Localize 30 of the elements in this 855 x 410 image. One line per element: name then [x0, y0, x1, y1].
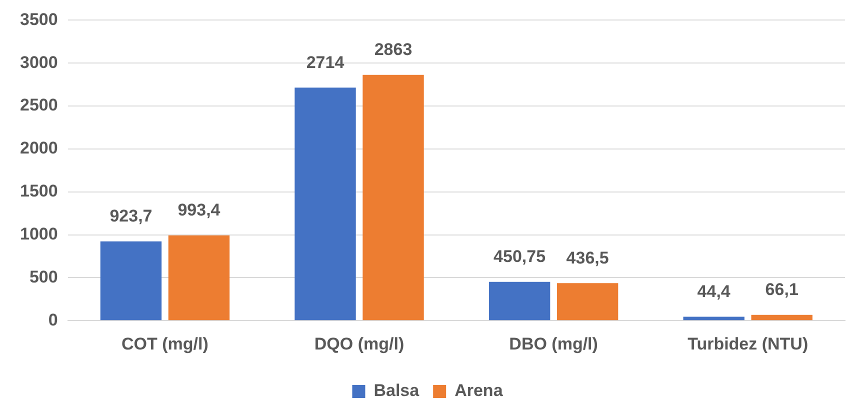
data-label: 993,4 [178, 200, 221, 220]
bar [100, 241, 162, 320]
y-tick-label: 2500 [20, 96, 58, 115]
bar [294, 88, 356, 320]
y-tick-label: 2000 [20, 138, 58, 158]
y-tick-label: 1000 [20, 224, 58, 244]
y-tick-label: 0 [48, 310, 58, 330]
x-tick-label: Turbidez (NTU) [688, 334, 808, 354]
legend-label: Arena [454, 381, 504, 400]
legend-label: Balsa [374, 381, 420, 400]
x-tick-label: DQO (mg/l) [314, 334, 404, 354]
y-tick-label: 1500 [20, 182, 58, 201]
bar [488, 282, 550, 320]
y-tick-label: 3000 [20, 52, 58, 72]
data-label: 44,4 [697, 282, 731, 301]
x-tick-label: COT (mg/l) [122, 334, 208, 354]
y-tick-label: 3500 [20, 10, 58, 29]
bar [683, 316, 744, 320]
data-label: 2714 [306, 52, 345, 72]
data-label: 450,75 [494, 247, 546, 266]
data-label: 923,7 [110, 206, 152, 226]
bar [168, 235, 230, 320]
bar [556, 283, 618, 320]
x-tick-label: DBO (mg/l) [509, 334, 598, 354]
y-tick-label: 500 [29, 267, 58, 286]
data-label: 66,1 [765, 280, 798, 300]
data-label: 436,5 [566, 248, 609, 268]
bar [362, 74, 424, 320]
data-label: 2863 [374, 40, 412, 60]
bar [751, 314, 812, 320]
